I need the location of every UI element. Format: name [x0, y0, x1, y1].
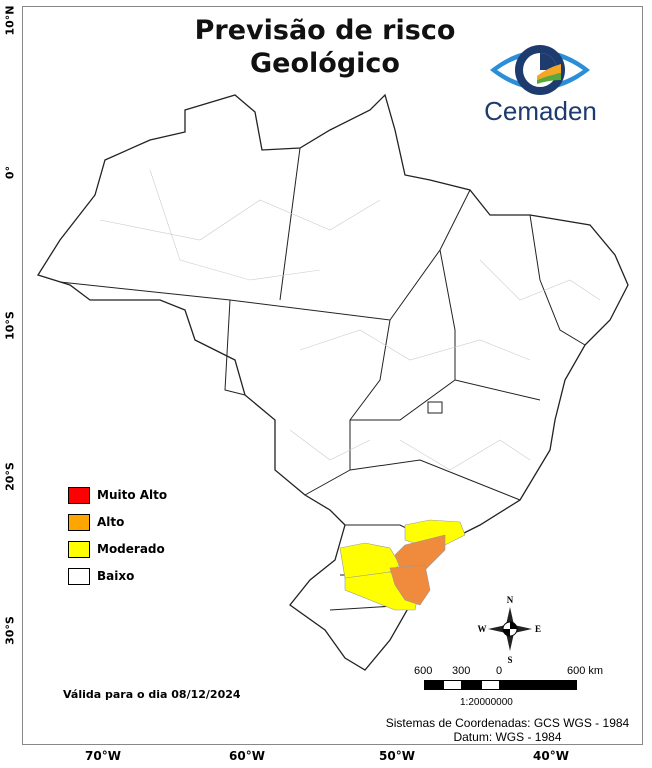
high-risk-area [389, 564, 431, 606]
lon-label: 50°W [379, 749, 415, 763]
title-line-2: Geológico [250, 48, 400, 79]
coordinate-system: Sistemas de Coordenadas: GCS WGS - 1984 … [370, 716, 645, 744]
scale-ratio: 1:20000000 [460, 697, 513, 708]
legend-item-baixo: Baixo [68, 567, 167, 585]
legend-item-muito-alto: Muito Alto [68, 486, 167, 504]
logo-text: Cemaden [484, 96, 597, 126]
scale-label: 600 km [567, 665, 604, 677]
lon-label: 70°W [85, 749, 121, 763]
legend-swatch [68, 540, 90, 558]
legend-swatch [68, 486, 90, 504]
datum-line: Datum: WGS - 1984 [453, 730, 562, 744]
map-frame [22, 6, 643, 745]
compass-e: E [535, 624, 541, 634]
scale-label: 600 [414, 665, 433, 677]
municipal-borders [99, 169, 601, 471]
compass-w: W [478, 624, 487, 634]
cemaden-logo-icon [490, 45, 590, 95]
legend-label: Alto [97, 515, 125, 529]
legend-label: Muito Alto [97, 488, 168, 502]
scale-label: 0 [496, 665, 503, 677]
crs-line: Sistemas de Coordenadas: GCS WGS - 1984 [385, 716, 630, 730]
scale-label: 300 [452, 665, 471, 677]
legend-label: Moderado [97, 542, 165, 556]
legend-item-moderado: Moderado [68, 540, 167, 558]
legend-swatch [68, 567, 90, 585]
compass-n: N [507, 595, 514, 605]
brazil-outline [37, 93, 629, 671]
lon-label: 40°W [533, 749, 569, 763]
compass-rose-icon: N S E W [478, 595, 542, 665]
legend-label: Baixo [97, 569, 135, 583]
moderate-risk-area [404, 519, 466, 546]
scale-bar [424, 680, 577, 690]
legend: Muito Alto Alto Moderado Baixo [68, 486, 167, 594]
legend-item-alto: Alto [68, 513, 167, 531]
risk-areas [339, 519, 466, 611]
map-title: Previsão de risco Geológico [170, 14, 480, 80]
legend-swatch [68, 513, 90, 531]
lon-label: 60°W [229, 749, 265, 763]
title-line-1: Previsão de risco [194, 15, 456, 46]
validity-date: Válida para o dia 08/12/2024 [63, 688, 241, 701]
compass-s: S [507, 655, 512, 665]
